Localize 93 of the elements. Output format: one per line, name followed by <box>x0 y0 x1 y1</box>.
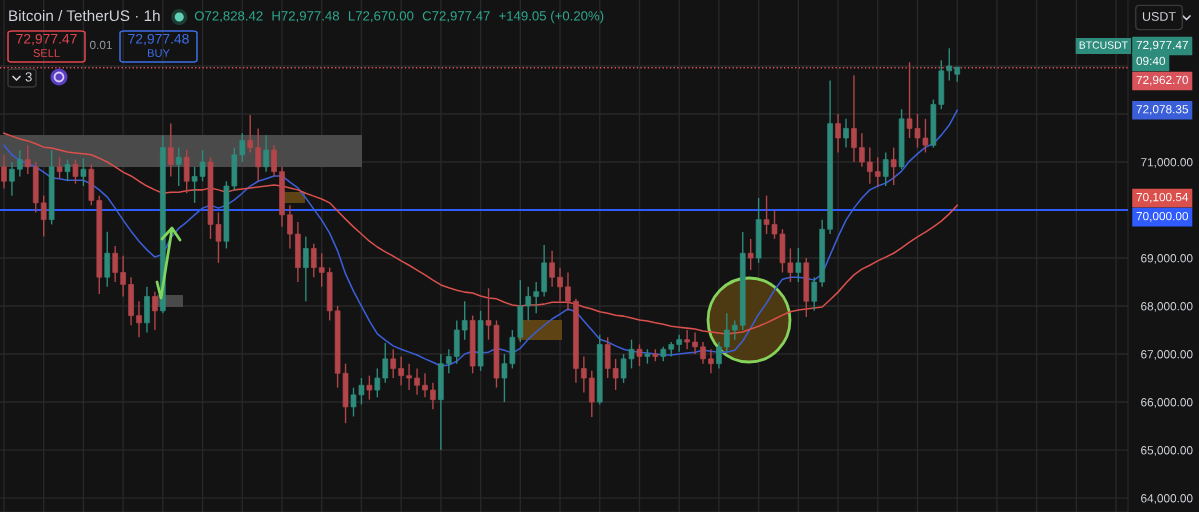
candlestick <box>104 230 111 288</box>
candlestick <box>366 374 373 401</box>
candlestick <box>406 362 412 391</box>
candlestick <box>287 204 293 250</box>
candlestick <box>167 122 174 178</box>
candlestick <box>612 358 619 391</box>
candlestick <box>565 271 571 312</box>
candlestick <box>795 247 802 283</box>
y-tick-label: 65,000.00 <box>1141 446 1193 456</box>
candlestick <box>247 114 254 154</box>
ref-line-label: 72,962.70 <box>1136 75 1189 86</box>
candlestick <box>843 118 849 149</box>
candlestick <box>24 144 31 175</box>
y-tick-label: 68,000.00 <box>1141 302 1193 312</box>
annotation: L72,670.00 <box>348 11 414 23</box>
candlestick <box>271 144 277 178</box>
ref-line-label: 70,000.00 <box>1136 211 1189 222</box>
text: 72,977.47 <box>1136 40 1188 51</box>
candlestick <box>56 156 63 180</box>
y-tick-label: 67,000.00 <box>1141 350 1193 360</box>
candlestick <box>588 370 595 418</box>
candlestick <box>533 281 540 314</box>
candlestick <box>890 146 897 186</box>
annotation: SELL <box>33 49 60 57</box>
candlestick <box>382 342 389 384</box>
candlestick <box>716 341 722 370</box>
y-tick-label: 66,000.00 <box>1141 398 1193 408</box>
candlestick <box>72 158 79 185</box>
candlestick <box>152 290 158 331</box>
candlestick <box>414 367 420 396</box>
candlestick <box>676 334 682 353</box>
candlestick <box>867 146 873 185</box>
annotation: BTCUSDT <box>1079 41 1128 49</box>
candlestick <box>318 252 325 288</box>
candlestick <box>946 47 953 82</box>
candlestick <box>398 355 404 386</box>
candlestick <box>549 250 555 288</box>
candlestick <box>303 235 309 302</box>
candlestick <box>882 151 889 187</box>
candlestick <box>120 254 126 298</box>
candlestick <box>859 132 865 168</box>
line-series <box>3 109 958 367</box>
candlestick <box>239 132 246 163</box>
candlestick <box>557 266 563 302</box>
text: 09:40 <box>1136 56 1166 66</box>
candlestick <box>40 194 47 238</box>
candlestick <box>136 300 142 338</box>
candlestick <box>851 74 857 163</box>
candlestick <box>724 312 730 353</box>
candlestick <box>525 286 532 322</box>
candlestick <box>255 127 261 182</box>
candlestick <box>9 161 15 197</box>
y-tick-label: 64,000.00 <box>1141 494 1193 504</box>
candlestick <box>112 245 118 283</box>
annotation: BUY <box>147 49 170 57</box>
text: 70,100.54 <box>1136 192 1189 203</box>
y-tick-label: 71,000.00 <box>1141 158 1193 168</box>
candlestick <box>446 348 452 374</box>
candlestick <box>374 367 381 398</box>
candlestick <box>700 341 706 365</box>
candlestick <box>461 300 468 341</box>
candlestick <box>430 382 436 410</box>
text: USDT <box>1142 12 1176 21</box>
annotation: O72,828.42 <box>194 11 263 23</box>
text: Bitcoin / TetherUS · 1h <box>9 9 160 22</box>
annotation: C72,977.47 <box>422 11 490 23</box>
candlestick <box>811 276 818 312</box>
candlestick <box>684 329 690 350</box>
annotation: 72,977.47 <box>16 33 77 46</box>
annotation: +149.05 (+0.20%) <box>499 10 604 24</box>
candlestick <box>692 331 698 355</box>
candlestick <box>64 158 71 182</box>
candlestick <box>175 146 182 187</box>
candlestick <box>422 372 428 398</box>
text: 72,078.35 <box>1136 105 1189 115</box>
candlestick <box>636 343 643 367</box>
candlestick <box>80 157 87 187</box>
y-tick-label: 69,000.00 <box>1141 254 1193 264</box>
candlestick <box>17 149 23 178</box>
candlestick <box>874 156 881 188</box>
candlestick <box>581 355 587 394</box>
candlestick <box>310 242 317 278</box>
annotation: 0.01 <box>89 40 112 50</box>
candlestick <box>731 319 738 341</box>
candlestick <box>263 134 269 173</box>
candlestick <box>747 238 754 271</box>
candlestick <box>708 348 714 374</box>
annotation: 3 <box>25 72 32 82</box>
candlestick <box>835 113 841 154</box>
candlestick <box>390 348 397 379</box>
annotation: 72,977.48 <box>128 33 189 46</box>
annotation: H72,977.48 <box>272 11 340 23</box>
candlestick <box>1 154 7 190</box>
